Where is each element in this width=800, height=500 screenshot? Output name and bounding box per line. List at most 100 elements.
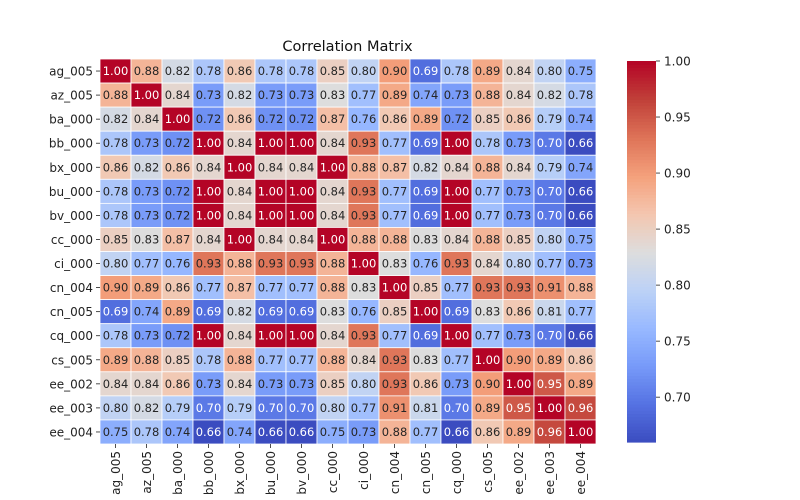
cell-value-label: 0.66	[568, 184, 594, 198]
colorbar-segment	[627, 337, 656, 341]
cell-value-label: 0.77	[475, 208, 501, 222]
colorbar-segment	[627, 257, 656, 262]
colorbar-segment	[627, 70, 656, 75]
heatmap-cell	[285, 347, 318, 373]
heatmap-cell	[409, 130, 442, 156]
heatmap-cell	[533, 82, 566, 108]
heatmap-cell	[347, 419, 380, 445]
cell-value-label: 0.82	[134, 160, 160, 174]
cell-value-label: 1.00	[258, 208, 284, 222]
colorbar-segment	[627, 207, 656, 211]
cell-value-label: 0.77	[475, 329, 501, 343]
cell-value-label: 1.00	[320, 160, 346, 174]
cell-value-label: 0.82	[103, 112, 129, 126]
cell-value-label: 0.82	[537, 88, 563, 102]
cell-value-label: 1.00	[382, 281, 408, 295]
colorbar-segment	[627, 194, 656, 199]
heatmap-cell	[254, 130, 287, 156]
cell-value-label: 1.00	[227, 232, 253, 246]
colorbar-segment	[627, 407, 656, 411]
cell-value-label: 0.83	[413, 232, 439, 246]
colorbar-segment	[627, 73, 656, 78]
heatmap-cell	[502, 58, 535, 84]
heatmap-cell	[161, 227, 194, 252]
heatmap-cell	[285, 227, 318, 252]
cell-value-label: 0.70	[444, 401, 470, 415]
colorbar-segment	[627, 438, 656, 443]
cell-value-label: 0.79	[537, 160, 563, 174]
cell-value-label: 0.77	[351, 401, 377, 415]
heatmap-cell	[223, 106, 256, 132]
colorbar-segment	[627, 149, 656, 154]
heatmap-cell	[285, 82, 318, 108]
heatmap-cell	[223, 82, 256, 108]
cell-value-label: 0.78	[134, 425, 160, 439]
cell-value-label: 0.77	[289, 353, 315, 367]
heatmap-cell	[378, 371, 411, 397]
heatmap-cell	[471, 106, 504, 132]
cell-value-label: 0.73	[568, 257, 594, 271]
column-tick-label: cq_000	[450, 451, 464, 494]
colorbar-segment	[627, 159, 656, 164]
heatmap-cell	[409, 419, 442, 445]
colorbar-segment	[627, 384, 656, 389]
cell-value-label: 0.84	[227, 184, 253, 198]
cell-value-label: 0.84	[289, 160, 315, 174]
cell-value-label: 0.86	[475, 425, 501, 439]
heatmap-cell	[161, 82, 194, 108]
cell-value-label: 0.86	[165, 281, 191, 295]
heatmap-cell	[161, 202, 194, 228]
heatmap-cell	[316, 227, 349, 252]
colorbar-segment	[627, 216, 656, 221]
cell-value-label: 0.77	[475, 184, 501, 198]
cell-value-label: 0.89	[568, 377, 594, 391]
cell-value-label: 0.87	[320, 112, 346, 126]
cell-value-label: 0.85	[320, 377, 346, 391]
colorbar-segment	[627, 388, 656, 392]
heatmap-cell	[130, 178, 163, 204]
colorbar-segment	[627, 261, 656, 265]
colorbar-segment	[627, 143, 656, 148]
cell-value-label: 0.77	[258, 281, 284, 295]
colorbar-segment	[627, 156, 656, 161]
heatmap-cells	[99, 58, 597, 445]
heatmap-cell	[316, 202, 349, 228]
heatmap-cell	[254, 419, 287, 445]
cell-value-label: 0.76	[351, 112, 377, 126]
heatmap-cell	[254, 58, 287, 84]
heatmap-cell	[564, 178, 597, 204]
cell-value-label: 0.73	[196, 377, 222, 391]
cell-value-label: 0.80	[320, 401, 346, 415]
cell-value-label: 0.88	[134, 64, 160, 78]
colorbar-segment	[627, 222, 656, 227]
row-tick-label: ee_002	[49, 377, 93, 391]
row-tick-label: ee_003	[49, 401, 93, 415]
cell-value-label: 0.72	[444, 112, 470, 126]
cell-value-label: 0.88	[351, 160, 377, 174]
heatmap-cell	[99, 395, 132, 421]
heatmap-cell	[471, 130, 504, 156]
heatmap-cell	[564, 251, 597, 276]
cell-value-label: 0.88	[320, 257, 346, 271]
cell-value-label: 0.84	[320, 329, 346, 343]
heatmap-cell	[223, 130, 256, 156]
cell-value-label: 0.76	[351, 305, 377, 319]
cell-value-label: 0.77	[382, 136, 408, 150]
heatmap-cell	[409, 323, 442, 349]
heatmap-cell	[564, 227, 597, 252]
cell-value-label: 0.79	[537, 112, 563, 126]
colorbar-segment	[627, 353, 656, 357]
cell-value-label: 0.88	[351, 232, 377, 246]
colorbar-segment	[627, 419, 656, 424]
cell-value-label: 0.77	[382, 208, 408, 222]
heatmap-cell	[192, 371, 225, 397]
colorbar-segment	[627, 153, 656, 157]
cell-value-label: 0.86	[227, 112, 253, 126]
heatmap-cell	[409, 82, 442, 108]
colorbar-segment	[627, 340, 656, 345]
heatmap-cell	[285, 202, 318, 228]
heatmap-cell	[378, 347, 411, 373]
heatmap-cell	[378, 395, 411, 421]
cell-value-label: 0.81	[413, 401, 439, 415]
cell-value-label: 0.89	[103, 353, 129, 367]
